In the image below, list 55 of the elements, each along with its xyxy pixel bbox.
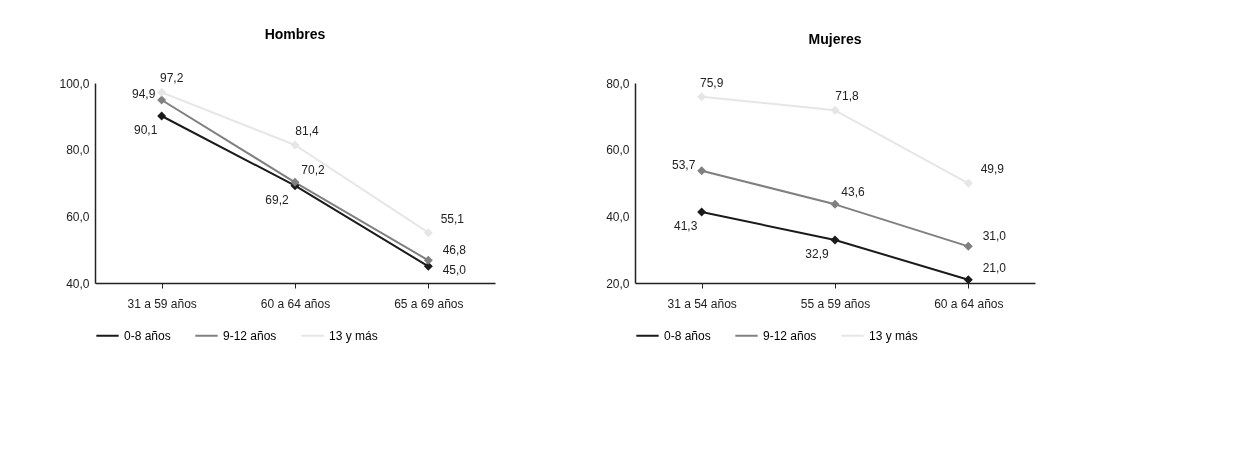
x-tick-label: 55 a 59 años — [800, 296, 871, 311]
point — [830, 105, 840, 115]
legend-label: 9-12 años — [763, 328, 817, 343]
data-label: 97,2 — [159, 71, 184, 86]
point — [697, 207, 707, 217]
data-label: 75,9 — [699, 75, 724, 90]
legend-label: 13 y más — [869, 328, 918, 343]
point — [423, 228, 433, 238]
data-label: 55,1 — [440, 211, 465, 226]
data-label: 94,9 — [131, 87, 156, 101]
y-tick-label: 20,0 — [606, 276, 630, 291]
data-label: 21,0 — [982, 260, 1007, 275]
point — [830, 199, 840, 209]
data-label: 71,8 — [835, 89, 859, 104]
data-label: 43,6 — [841, 185, 865, 200]
chart-title: Hombres — [264, 26, 326, 43]
data-label: 46,8 — [442, 243, 467, 258]
point — [963, 241, 973, 251]
chart-title: Mujeres — [808, 30, 862, 47]
point — [963, 178, 973, 188]
point — [290, 177, 300, 187]
y-tick-label: 40,0 — [66, 276, 90, 291]
y-tick-label: 80,0 — [66, 143, 90, 158]
data-label: 31,0 — [982, 229, 1007, 244]
x-tick-label: 60 a 64 años — [260, 296, 331, 311]
point — [157, 87, 167, 97]
x-tick-label: 31 a 54 años — [667, 296, 737, 311]
y-tick-label: 60,0 — [606, 143, 630, 158]
point — [697, 166, 707, 176]
point — [963, 275, 973, 285]
legend-label: 9-12 años — [223, 328, 277, 343]
y-tick-label: 100,0 — [59, 76, 90, 91]
data-label: 49,9 — [980, 162, 1005, 177]
point — [157, 95, 167, 105]
data-label: 70,2 — [301, 163, 325, 178]
y-tick-label: 80,0 — [606, 76, 630, 91]
y-tick-label: 40,0 — [606, 209, 630, 224]
point — [290, 140, 300, 150]
data-label: 53,7 — [671, 157, 696, 172]
point — [423, 255, 433, 265]
data-label: 69,2 — [265, 192, 289, 207]
x-tick-label: 31 a 59 años — [127, 296, 197, 311]
x-tick-label: 60 a 64 años — [934, 296, 1004, 311]
point — [157, 111, 167, 121]
x-tick-label: 65 a 69 años — [394, 296, 464, 311]
legend-label: 0-8 años — [124, 328, 171, 343]
y-tick-label: 60,0 — [66, 209, 90, 224]
data-label: 32,9 — [805, 247, 829, 261]
legend-label: 13 y más — [329, 328, 378, 343]
legend-label: 0-8 años — [664, 328, 711, 343]
data-label: 81,4 — [295, 124, 319, 138]
data-label: 45,0 — [442, 263, 467, 278]
point — [830, 235, 840, 245]
data-label: 41,3 — [673, 219, 698, 233]
data-label: 90,1 — [133, 123, 158, 137]
